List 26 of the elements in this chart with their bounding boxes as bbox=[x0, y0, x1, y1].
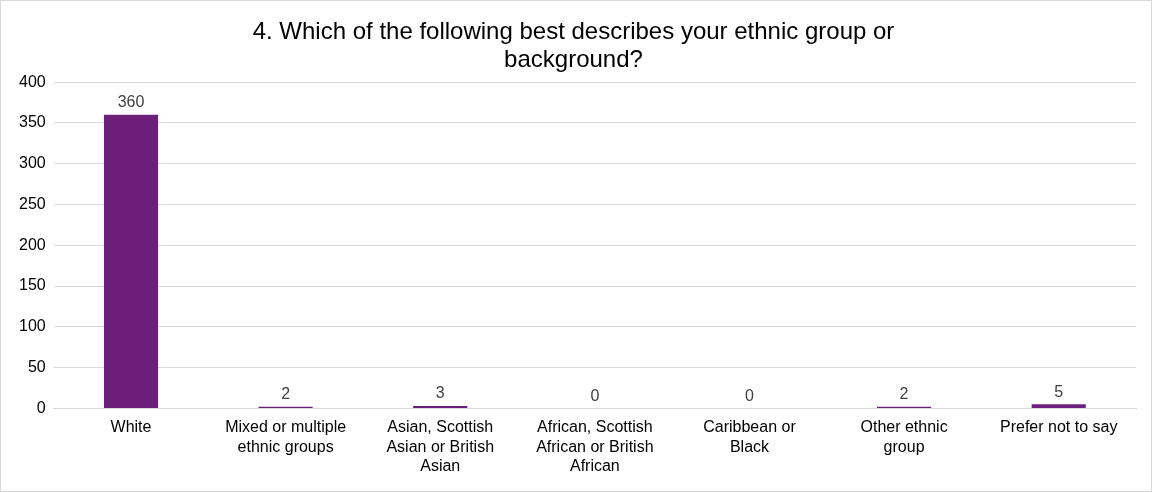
x-tick-label: White bbox=[110, 418, 152, 436]
y-tick-label: 350 bbox=[18, 113, 46, 131]
y-tick-label: 400 bbox=[18, 72, 46, 90]
y-tick-label: 100 bbox=[18, 317, 46, 335]
data-label: 2 bbox=[281, 385, 291, 403]
y-tick-label: 250 bbox=[18, 194, 46, 212]
data-label: 3 bbox=[435, 384, 445, 402]
x-tick-label: Prefer not to say bbox=[1000, 418, 1118, 436]
x-tick-label: Mixed or multiple ethnic groups bbox=[225, 418, 347, 455]
data-label: 0 bbox=[745, 386, 755, 404]
data-label: 5 bbox=[1054, 382, 1064, 400]
bar bbox=[103, 114, 159, 408]
x-tick-label: African, Scottish African or British African bbox=[536, 418, 654, 474]
chart-title: 4. Which of the following best describes your ethnic group or background? bbox=[252, 17, 895, 73]
x-tick-label: Other ethnic group bbox=[860, 418, 948, 455]
y-tick-label: 50 bbox=[27, 358, 46, 376]
data-label: 360 bbox=[117, 93, 145, 111]
y-tick-label: 300 bbox=[18, 154, 46, 172]
data-label: 0 bbox=[590, 386, 600, 404]
y-tick-label: 0 bbox=[36, 398, 46, 416]
y-tick-label: 150 bbox=[18, 276, 46, 294]
x-tick-label: Caribbean or Black bbox=[703, 418, 797, 455]
data-label: 2 bbox=[899, 385, 909, 403]
bar bbox=[1031, 404, 1086, 408]
y-tick-label: 200 bbox=[18, 235, 46, 253]
x-tick-label: Asian, Scottish Asian or British Asian bbox=[386, 418, 495, 474]
